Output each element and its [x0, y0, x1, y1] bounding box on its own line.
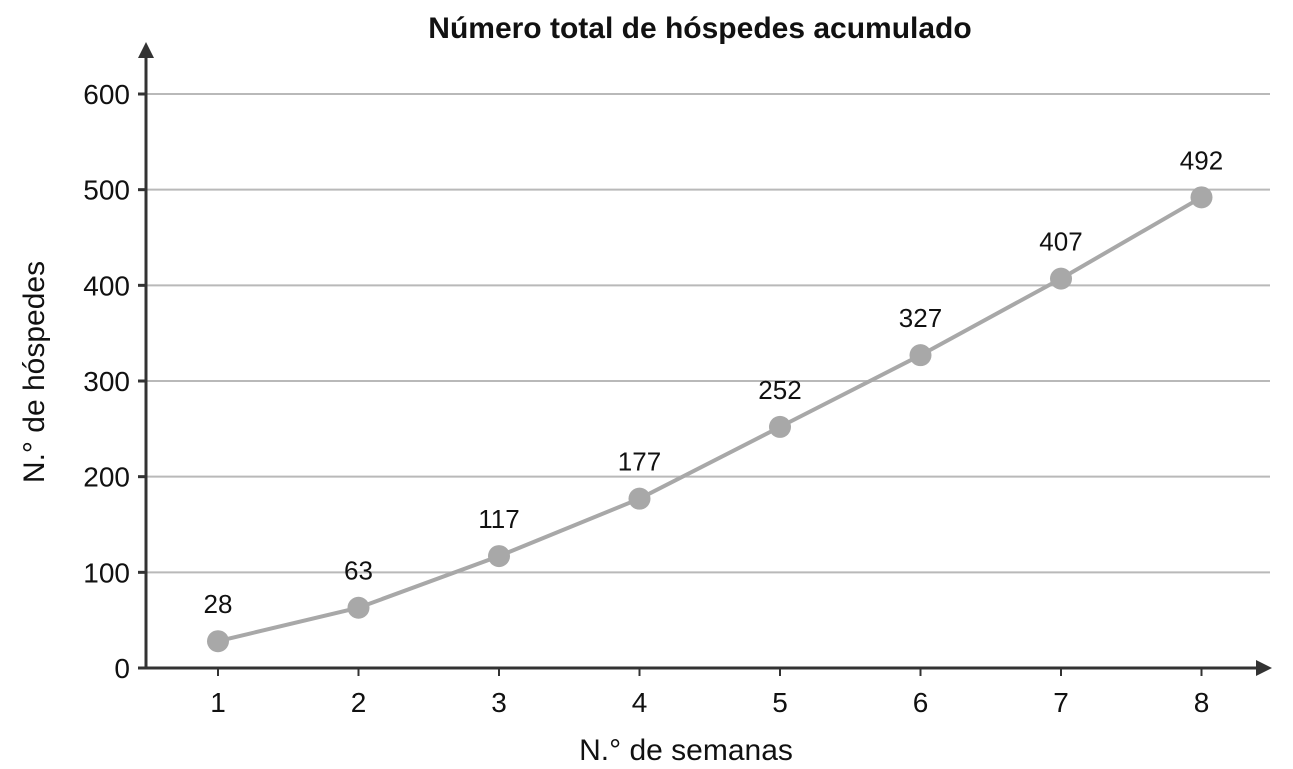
data-label: 492 [1180, 145, 1223, 175]
data-point [347, 596, 370, 619]
data-label: 252 [758, 375, 801, 405]
y-tick-label: 600 [83, 79, 130, 110]
x-tick-labels: 1 2 3 4 5 6 7 8 [210, 668, 1209, 718]
data-point [207, 630, 229, 653]
y-tick-label: 100 [83, 557, 130, 588]
y-axis-label: N.° de hóspedes [18, 261, 51, 483]
y-tick-label: 300 [83, 366, 130, 397]
y-tick-label: 500 [83, 175, 130, 206]
x-tick-label: 8 [1194, 687, 1210, 718]
data-label: 177 [618, 447, 661, 477]
data-label: 327 [899, 303, 942, 333]
x-tick-label: 1 [210, 687, 226, 718]
data-label: 407 [1039, 227, 1082, 257]
data-label: 117 [478, 504, 519, 534]
x-tick-label: 5 [772, 687, 788, 718]
data-point [1190, 186, 1213, 209]
data-label: 63 [344, 556, 373, 586]
data-point [909, 344, 932, 367]
data-labels: 28 63 117 177 252 327 407 492 [204, 145, 1224, 619]
data-points [207, 186, 1213, 653]
y-tick-label: 200 [83, 462, 130, 493]
x-tick-label: 7 [1053, 687, 1069, 718]
y-tick-labels: 0 100 200 300 400 500 600 [83, 79, 146, 684]
data-label: 28 [204, 589, 233, 619]
x-tick-label: 6 [913, 687, 929, 718]
data-point [1050, 267, 1072, 290]
data-point [769, 415, 791, 438]
x-axis-arrow [1256, 660, 1272, 676]
x-axis-label: N.° de semanas [579, 734, 793, 767]
data-point [488, 545, 510, 568]
series-line [217, 195, 1203, 644]
x-tick-label: 2 [351, 687, 367, 718]
gridlines [146, 93, 1270, 574]
y-tick-label: 400 [83, 270, 130, 301]
x-tick-label: 4 [632, 687, 648, 718]
y-tick-label: 0 [114, 653, 130, 684]
data-point [628, 487, 651, 510]
y-axis-arrow [138, 42, 154, 58]
chart-title: Número total de hóspedes acumulado [428, 12, 971, 45]
x-tick-label: 3 [491, 687, 507, 718]
